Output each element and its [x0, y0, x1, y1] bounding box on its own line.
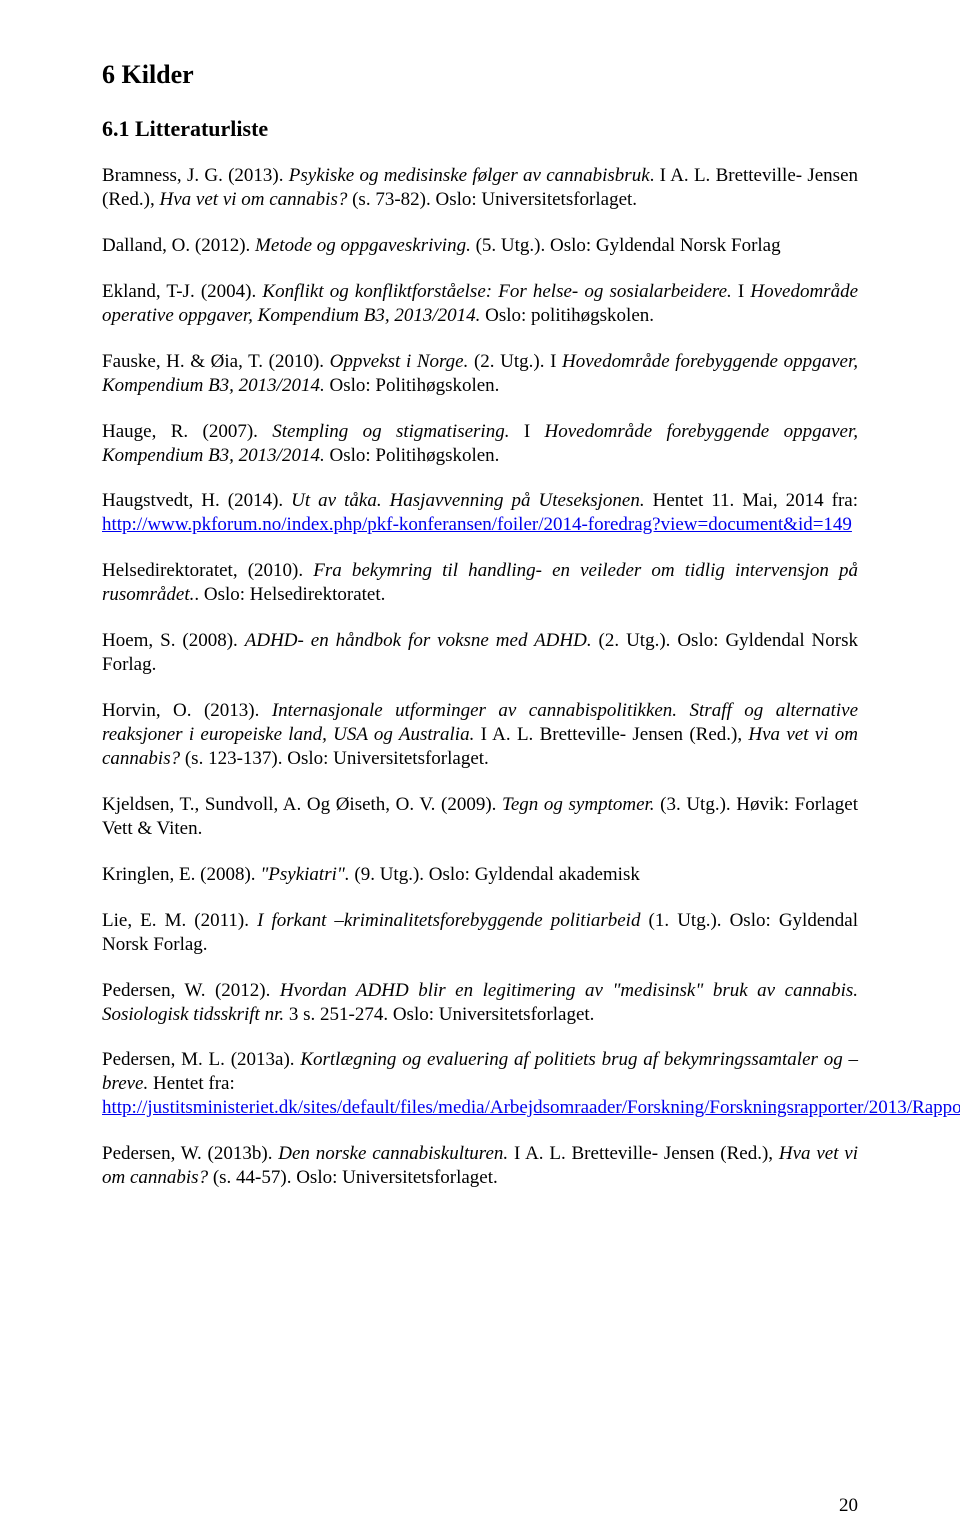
entry-text: Pedersen, W. (2013b). [102, 1143, 278, 1164]
entry-italic: Den norske cannabiskulturen. [278, 1143, 508, 1164]
entry-italic: Tegn og symptomer. [502, 794, 655, 815]
bib-entry: Ekland, T-J. (2004). Konflikt og konflik… [102, 280, 858, 328]
entry-text: I [509, 421, 544, 442]
entry-italic: "Psykiatri". [260, 864, 349, 885]
entry-text: I [732, 281, 751, 302]
entry-text: Horvin, O. (2013). [102, 700, 272, 721]
reference-link[interactable]: http://www.pkforum.no/index.php/pkf-konf… [102, 514, 852, 535]
entry-italic: Psykiske og medisinske følger av cannabi… [289, 165, 650, 186]
entry-text: Oslo: Politihøgskolen. [325, 445, 500, 466]
bib-entry: Pedersen, W. (2012). Hvordan ADHD blir e… [102, 979, 858, 1027]
entry-text: Hentet 11. Mai, 2014 fra: [645, 490, 858, 511]
bib-entry: Bramness, J. G. (2013). Psykiske og medi… [102, 164, 858, 212]
entry-text: (5. Utg.). Oslo: Gyldendal Norsk Forlag [471, 235, 781, 256]
entry-text: Pedersen, W. (2012). [102, 980, 280, 1001]
entry-italic: Stempling og stigmatisering. [272, 421, 509, 442]
entry-italic: Konflikt og konfliktforståelse: For hels… [262, 281, 731, 302]
subsection-heading: 6.1 Litteraturliste [102, 116, 858, 142]
bib-entry: Horvin, O. (2013). Internasjonale utform… [102, 699, 858, 771]
bib-entry: Kringlen, E. (2008). "Psykiatri". (9. Ut… [102, 863, 858, 887]
bib-entry: Pedersen, M. L. (2013a). Kortlægning og … [102, 1048, 858, 1120]
reference-link[interactable]: http://justitsministeriet.dk/sites/defau… [102, 1097, 960, 1118]
entry-text: (2. Utg.). I [468, 351, 562, 372]
document-page: 6 Kilder 6.1 Litteraturliste Bramness, J… [0, 0, 960, 1535]
bib-entry: Dalland, O. (2012). Metode og oppgaveskr… [102, 234, 858, 258]
entry-text: Helsedirektoratet, (2010). [102, 560, 313, 581]
section-heading: 6 Kilder [102, 60, 858, 90]
entry-text: Dalland, O. (2012). [102, 235, 255, 256]
entry-text: Kringlen, E. (2008). [102, 864, 260, 885]
entry-text: (9. Utg.). Oslo: Gyldendal akademisk [350, 864, 640, 885]
entry-text: Hoem, S. (2008). [102, 630, 245, 651]
bib-entry: Pedersen, W. (2013b). Den norske cannabi… [102, 1142, 858, 1190]
entry-text: Hentet fra: [148, 1073, 235, 1094]
entry-text: 3 s. 251-274. Oslo: Universitetsforlaget… [284, 1004, 594, 1025]
entry-text: (s. 73-82). Oslo: Universitetsforlaget. [347, 189, 637, 210]
bib-entry: Helsedirektoratet, (2010). Fra bekymring… [102, 559, 858, 607]
bib-entry: Hoem, S. (2008). ADHD- en håndbok for vo… [102, 629, 858, 677]
bib-entry: Hauge, R. (2007). Stempling og stigmatis… [102, 420, 858, 468]
entry-text: (s. 44-57). Oslo: Universitetsforlaget. [208, 1167, 498, 1188]
entry-italic: I forkant –kriminalitetsforebyggende pol… [257, 910, 640, 931]
entry-text: . Oslo: Helsedirektoratet. [194, 584, 385, 605]
entry-text: Ekland, T-J. (2004). [102, 281, 262, 302]
bib-entry: Kjeldsen, T., Sundvoll, A. Og Øiseth, O.… [102, 793, 858, 841]
entry-text: I A. L. Bretteville- Jensen (Red.), [474, 724, 748, 745]
bib-entry: Haugstvedt, H. (2014). Ut av tåka. Hasja… [102, 489, 858, 537]
entry-italic: Ut av tåka. Hasjavvenning på Uteseksjone… [291, 490, 644, 511]
entry-text: Bramness, J. G. (2013). [102, 165, 289, 186]
entry-text: Lie, E. M. (2011). [102, 910, 257, 931]
entry-italic: Oppvekst i Norge. [330, 351, 469, 372]
entry-text: (s. 123-137). Oslo: Universitetsforlaget… [180, 748, 489, 769]
entry-text: Oslo: politihøgskolen. [480, 305, 654, 326]
entry-italic: ADHD- en håndbok for voksne med ADHD. [245, 630, 592, 651]
entry-text: Pedersen, M. L. (2013a). [102, 1049, 300, 1070]
entry-text: Hauge, R. (2007). [102, 421, 272, 442]
page-number: 20 [839, 1495, 858, 1517]
entry-text: Kjeldsen, T., Sundvoll, A. Og Øiseth, O.… [102, 794, 502, 815]
entry-text: I A. L. Bretteville- Jensen (Red.), [508, 1143, 779, 1164]
entry-italic: Hva vet vi om cannabis? [160, 189, 348, 210]
bib-entry: Lie, E. M. (2011). I forkant –kriminalit… [102, 909, 858, 957]
bib-entry: Fauske, H. & Øia, T. (2010). Oppvekst i … [102, 350, 858, 398]
entry-italic: Metode og oppgaveskriving. [255, 235, 471, 256]
entry-text: Haugstvedt, H. (2014). [102, 490, 291, 511]
entry-text: Oslo: Politihøgskolen. [325, 375, 500, 396]
entry-text: Fauske, H. & Øia, T. (2010). [102, 351, 330, 372]
